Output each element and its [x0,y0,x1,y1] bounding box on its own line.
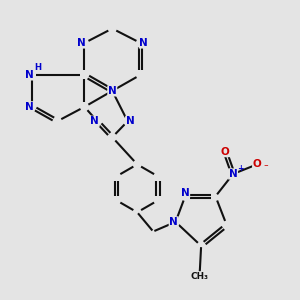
Text: N: N [77,38,86,48]
Text: H: H [34,63,41,72]
Text: N: N [25,102,34,112]
Text: N: N [90,116,99,126]
Text: N: N [229,169,238,179]
Text: N: N [25,70,34,80]
Text: ⁻: ⁻ [263,163,268,172]
Text: +: + [237,164,243,173]
Text: N: N [169,217,178,227]
Text: O: O [221,147,230,157]
Text: N: N [139,38,148,48]
Text: N: N [108,86,117,96]
Text: N: N [181,188,190,197]
Text: N: N [126,116,135,126]
Text: CH₃: CH₃ [190,272,208,281]
Text: O: O [253,159,261,170]
